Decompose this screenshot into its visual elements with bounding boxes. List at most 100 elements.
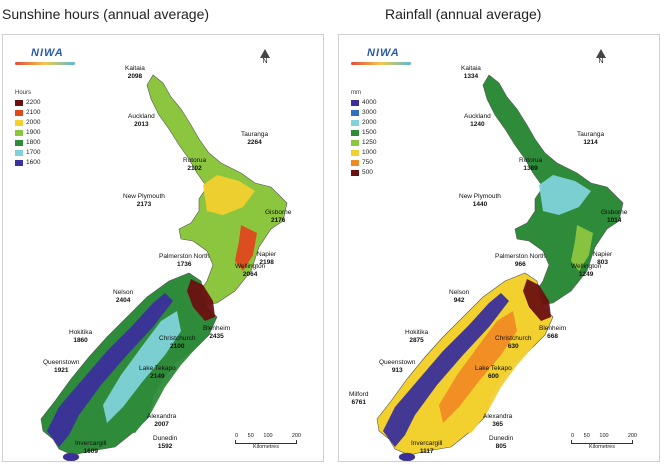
city-label: Lake Tekapo 2149	[139, 365, 176, 381]
city-label: Rotorua 1389	[519, 157, 542, 173]
legend-swatch	[351, 119, 359, 126]
city-value: 966	[514, 261, 526, 268]
city-name: Rotorua	[183, 157, 207, 164]
climate-zone	[203, 175, 255, 215]
city-value: 2435	[209, 333, 224, 340]
legend-swatch	[351, 109, 359, 116]
city-label: Wellington 1249	[571, 263, 601, 279]
city-name: Hokitika	[69, 329, 93, 336]
legend-label: 2100	[26, 109, 41, 116]
city-name: Christchurch	[159, 335, 196, 342]
legend-swatch	[351, 149, 359, 156]
city-name: Gisborne	[265, 209, 292, 216]
city-name: Milford	[349, 391, 369, 398]
legend-swatch	[15, 139, 23, 146]
city-name: Palmerston North	[495, 253, 546, 260]
legend-item: 1500	[351, 129, 376, 136]
city-name: Wellington	[571, 263, 602, 270]
city-value: 2198	[259, 259, 274, 266]
logo-swoosh	[15, 62, 75, 65]
scale-tick: 200	[291, 433, 301, 439]
city-name: Lake Tekapo	[139, 365, 176, 372]
city-value: 2007	[154, 421, 169, 428]
climate-zone	[235, 225, 257, 271]
city-label: Queenstown 1921	[43, 359, 80, 375]
city-name: Rotorua	[519, 157, 543, 164]
legend-item: 2200	[15, 99, 40, 106]
city-value: 2176	[270, 217, 286, 224]
legend-label: 2200	[26, 99, 41, 106]
legend-item: 2000	[15, 119, 40, 126]
city-name: Invercargill	[411, 440, 443, 447]
city-label: Blenheim 2435	[203, 325, 230, 341]
city-label: Gisborne 2176	[265, 209, 291, 225]
city-name: Auckland	[464, 113, 491, 120]
city-label: Invercargill 1117	[411, 440, 442, 456]
city-label: Hokitika 1860	[69, 329, 92, 345]
city-value: 942	[453, 297, 465, 304]
legend-item: 2100	[15, 109, 40, 116]
city-value: 6761	[351, 399, 366, 406]
city-label: Wellington 2064	[235, 263, 265, 279]
legend-label: 1800	[26, 139, 41, 146]
city-value: 913	[391, 367, 403, 374]
legend-item: 3000	[351, 109, 376, 116]
city-name: Dunedin	[489, 435, 514, 442]
city-value: 2013	[134, 121, 149, 128]
legend-item: 1800	[15, 139, 40, 146]
legend-swatch	[15, 159, 23, 166]
city-label: Lake Tekapo 600	[475, 365, 512, 381]
city-label: Invercargill 1609	[75, 440, 106, 456]
city-label: Blenheim 668	[539, 325, 566, 341]
north-arrow: N	[595, 49, 607, 65]
stewart-island	[62, 452, 80, 461]
scale-tick: 0	[571, 433, 575, 439]
city-value: 2098	[127, 73, 143, 80]
city-name: New Plymouth	[459, 193, 501, 200]
legend-label: 1700	[26, 149, 41, 156]
city-value: 2264	[247, 139, 262, 146]
city-label: New Plymouth 1440	[459, 193, 501, 209]
climate-zone	[103, 311, 181, 423]
city-label: Christchurch 2100	[159, 335, 195, 351]
legend-swatch	[15, 99, 23, 106]
city-name: Hokitika	[405, 329, 429, 336]
city-label: Queenstown 913	[379, 359, 416, 375]
city-label: Kaitaia 2098	[125, 65, 145, 81]
city-value: 2149	[150, 373, 165, 380]
city-value: 630	[507, 343, 519, 350]
niwa-logo: NIWA	[31, 47, 64, 59]
city-value: 1860	[73, 337, 88, 344]
city-label: Nelson 2404	[113, 289, 133, 305]
city-name: Alexandra	[483, 413, 513, 420]
legend-item: 2000	[351, 119, 376, 126]
city-value: 1609	[83, 448, 98, 455]
city-label: Gisborne 1014	[601, 209, 627, 225]
city-name: Queenstown	[43, 359, 80, 366]
legend-label: 1000	[362, 149, 377, 156]
climate-zone	[523, 279, 551, 321]
city-label: Nelson 942	[449, 289, 469, 305]
city-name: Napier	[593, 251, 613, 258]
city-label: Hokitika 2875	[405, 329, 428, 345]
legend-swatch	[15, 149, 23, 156]
legend-item: 1250	[351, 139, 376, 146]
city-label: Dunedin 1592	[153, 435, 177, 451]
climate-zone	[571, 225, 593, 271]
city-label: New Plymouth 2173	[123, 193, 165, 209]
city-name: Dunedin	[153, 435, 178, 442]
city-value: 1249	[578, 271, 594, 278]
legend-item: 1000	[351, 149, 376, 156]
stewart-island	[398, 452, 416, 461]
rainfall-map-panel: NIWA mm 4000 3000 2000 1500 1250 1000 750 500 N…	[338, 34, 660, 462]
city-value: 805	[495, 443, 507, 450]
legend-swatch	[15, 129, 23, 136]
legend-title: mm	[351, 90, 361, 96]
city-value: 1214	[583, 139, 598, 146]
city-label: Tauranga 1214	[577, 131, 604, 147]
climate-zone	[383, 293, 509, 447]
scale-tick: 50	[583, 433, 590, 439]
city-value: 1440	[472, 201, 488, 208]
city-label: Auckland 1240	[464, 113, 491, 129]
legend-swatch	[351, 99, 359, 106]
